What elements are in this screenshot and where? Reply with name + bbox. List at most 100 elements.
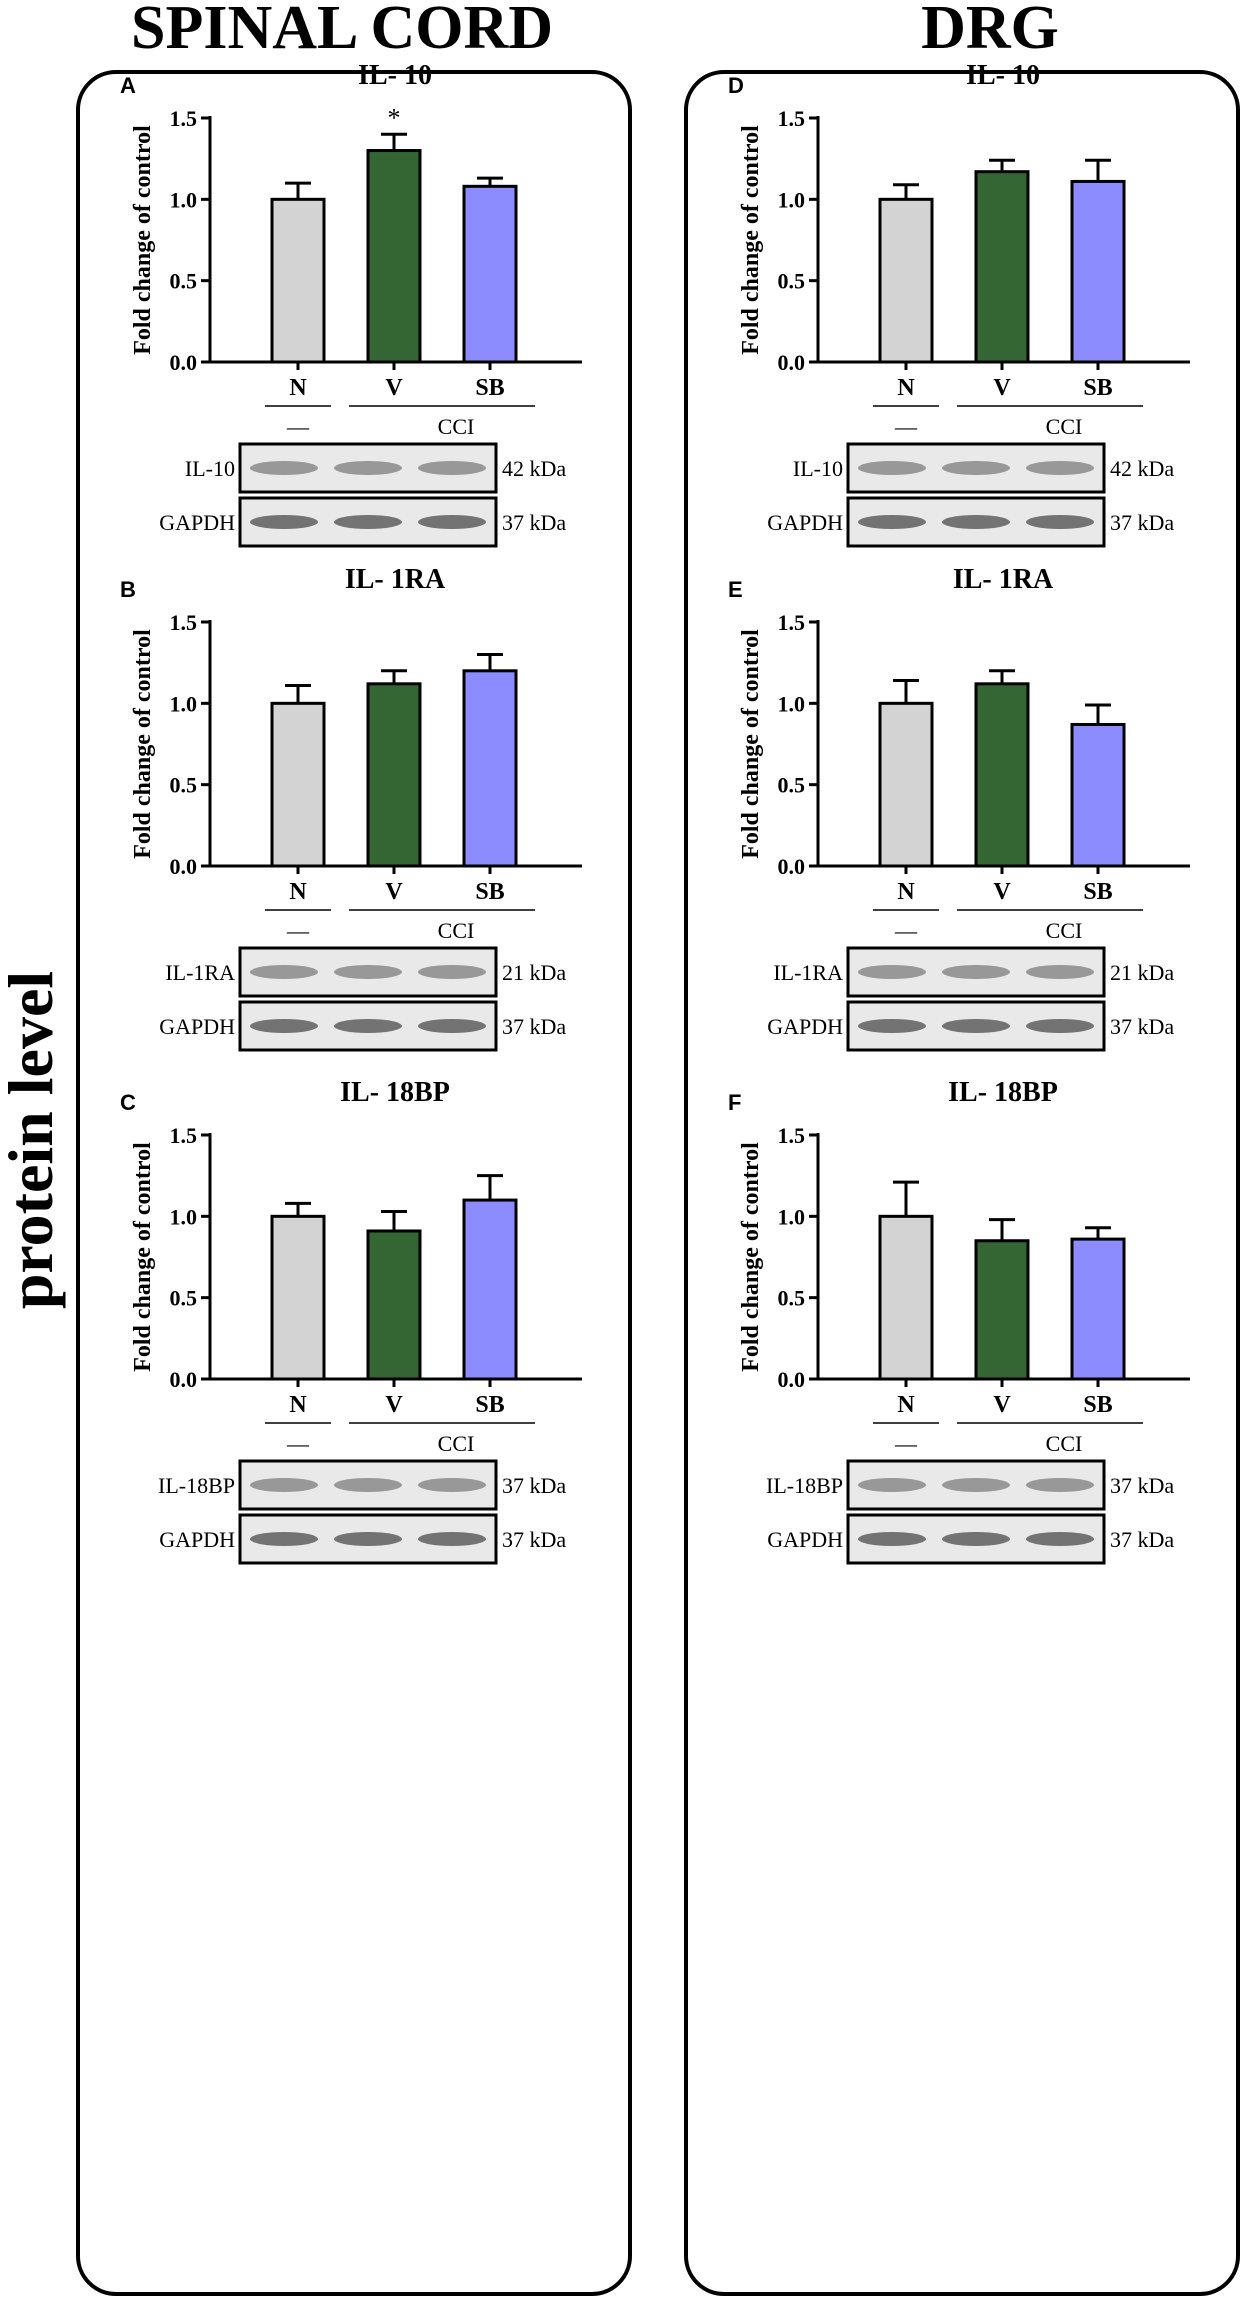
blot-kda-reference: 37 kDa [1110,1014,1174,1039]
panel-letter: D [728,73,744,98]
blot-kda-target: 21 kDa [1110,960,1174,985]
y-tick-label: 0.5 [778,773,806,798]
blot-kda-reference: 37 kDa [502,510,566,535]
blot-band [250,1019,318,1033]
chart-title: IL- 1RA [953,564,1054,595]
blot-label-reference: GAPDH [159,1527,235,1552]
blot-kda-reference: 37 kDa [502,1527,566,1552]
x-tick-label-sb: SB [475,879,504,905]
y-tick-label: 1.5 [778,1123,806,1148]
x-tick-label-v: V [993,879,1011,905]
blot-label-target: IL-1RA [165,960,235,985]
y-axis-label: Fold change of control [738,125,764,355]
y-tick-label: 1.0 [778,187,806,212]
chart-panel-f: F IL- 18BP 0.0 0.5 1.0 1.5 Fold change of cont… [728,1077,1190,1565]
bar-n [878,701,934,868]
y-tick-label: 1.0 [170,1204,198,1229]
blot-band [418,461,486,475]
y-tick-label: 1.5 [170,106,198,131]
group-label-cci: CCI [438,1431,475,1456]
blot-band [942,461,1010,475]
panel-letter: C [120,1090,136,1115]
blot-label-reference: GAPDH [767,1014,843,1039]
x-tick-label-v: V [993,375,1011,401]
bar-sb [462,184,518,364]
blot-band [942,1019,1010,1033]
blot-band [1026,461,1094,475]
blot-band [1026,1019,1094,1033]
chart-title: IL- 10 [966,60,1040,91]
blot-band [418,965,486,979]
bar-sb [1070,179,1126,364]
blot-kda-target: 21 kDa [502,960,566,985]
y-tick-label: 0.5 [778,269,806,294]
panel-frame-spinal-cord [76,70,632,2296]
panel-letter: B [120,577,136,602]
blot-kda-target: 42 kDa [1110,456,1174,481]
chart-panel-c: C IL- 18BP 0.0 0.5 1.0 1.5 Fold change of cont… [120,1077,582,1565]
group-label-control: — [894,414,918,439]
chart-title: IL- 18BP [948,1077,1058,1108]
group-label-control: — [286,414,310,439]
blot-band [858,1478,926,1492]
blot-label-target: IL-18BP [766,1473,843,1498]
group-label-control: — [286,1431,310,1456]
blot-kda-target: 42 kDa [502,456,566,481]
bar-n [270,701,326,868]
chart-title: IL- 18BP [340,1077,450,1108]
y-tick-label: 1.5 [170,1123,198,1148]
blot-band [250,1532,318,1546]
y-tick-label: 1.5 [170,610,198,635]
y-tick-label: 0.0 [778,1367,806,1392]
y-tick-label: 1.0 [778,691,806,716]
chart-panel-b: B IL- 1RA 0.0 0.5 1.0 1.5 Fold change of contr… [120,564,582,1052]
y-tick-label: 1.0 [170,187,198,212]
bar-sb [1070,1237,1126,1381]
x-tick-label-v: V [385,1392,403,1418]
blot-band [858,515,926,529]
blot-band [942,965,1010,979]
bar-sb [462,1198,518,1381]
blot-label-reference: GAPDH [767,1527,843,1552]
blot-band [1026,1532,1094,1546]
blot-label-reference: GAPDH [159,1014,235,1039]
blot-kda-reference: 37 kDa [502,1014,566,1039]
bar-v [366,682,422,868]
y-tick-label: 1.5 [778,106,806,131]
blot-band [418,1478,486,1492]
y-tick-label: 0.5 [170,1286,198,1311]
bar-n [878,1214,934,1381]
x-tick-label-n: N [289,375,307,401]
chart-panels: A IL- 10 0.0 0.5 1.0 1.5 Fold change of contro… [120,60,1190,1565]
y-axis-label: Fold change of control [130,1142,156,1372]
y-tick-label: 0.0 [170,1367,198,1392]
x-tick-label-v: V [385,375,403,401]
y-tick-label: 0.0 [778,350,806,375]
group-label-cci: CCI [1046,414,1083,439]
y-tick-label: 0.5 [170,773,198,798]
panel-letter: E [728,577,743,602]
group-label-control: — [894,918,918,943]
significance-mark: * [388,103,401,132]
blot-band [858,461,926,475]
blot-label-target: IL-10 [793,456,843,481]
bar-v [974,170,1030,364]
x-tick-label-n: N [897,375,915,401]
bar-v [366,149,422,364]
blot-band [334,515,402,529]
x-tick-label-v: V [993,1392,1011,1418]
blot-band [334,1532,402,1546]
blot-band [942,1478,1010,1492]
blot-band [858,1532,926,1546]
y-tick-label: 0.0 [778,854,806,879]
column-title-drg: DRG [921,0,1059,62]
y-tick-label: 1.0 [170,691,198,716]
blot-label-target: IL-1RA [773,960,843,985]
group-label-cci: CCI [1046,918,1083,943]
blot-band [418,1019,486,1033]
bar-sb [462,669,518,868]
blot-label-target: IL-10 [185,456,235,481]
blot-band [1026,1478,1094,1492]
blot-kda-reference: 37 kDa [1110,1527,1174,1552]
